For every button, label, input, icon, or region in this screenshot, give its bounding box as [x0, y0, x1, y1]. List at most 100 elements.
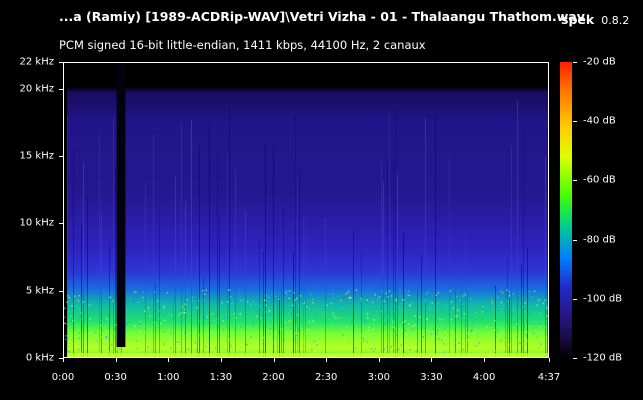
energy-speck	[403, 299, 405, 301]
energy-speck	[448, 314, 451, 316]
energy-speck	[240, 344, 242, 346]
energy-speck	[325, 306, 327, 308]
energy-speck	[269, 314, 271, 317]
energy-speck	[189, 297, 192, 299]
energy-speck	[175, 341, 178, 343]
energy-speck	[238, 325, 240, 328]
energy-speck	[263, 299, 266, 302]
energy-speck	[482, 306, 485, 308]
spectral-streak	[381, 161, 382, 357]
energy-speck	[187, 348, 190, 351]
energy-speck	[501, 291, 504, 294]
energy-speck	[546, 307, 548, 309]
energy-speck	[372, 297, 374, 300]
energy-speck	[270, 337, 273, 340]
energy-speck	[274, 332, 277, 334]
energy-speck	[344, 302, 347, 304]
energy-speck	[344, 313, 346, 315]
energy-speck	[223, 329, 225, 331]
energy-speck	[471, 329, 473, 331]
energy-speck	[380, 312, 382, 315]
energy-speck	[228, 352, 231, 354]
energy-speck	[522, 296, 524, 298]
energy-speck	[486, 326, 489, 328]
energy-speck	[308, 326, 310, 328]
spectral-streak	[467, 290, 468, 357]
energy-speck	[362, 310, 364, 313]
time-tick-mark	[379, 358, 380, 362]
energy-speck	[482, 317, 484, 319]
energy-speck	[180, 312, 182, 314]
energy-speck	[182, 347, 185, 349]
energy-speck	[519, 306, 521, 308]
energy-speck	[272, 339, 274, 341]
energy-speck	[361, 291, 363, 294]
energy-speck	[191, 356, 193, 357]
energy-speck	[458, 342, 460, 344]
energy-speck	[308, 321, 311, 324]
energy-speck	[470, 330, 472, 332]
energy-speck	[441, 339, 443, 342]
energy-speck	[177, 295, 179, 298]
energy-speck	[147, 297, 149, 300]
energy-speck	[262, 313, 264, 315]
energy-speck	[262, 315, 264, 318]
energy-speck	[147, 307, 150, 309]
energy-speck	[478, 298, 481, 300]
energy-speck	[383, 347, 386, 350]
energy-speck	[413, 304, 416, 307]
spectral-streak	[325, 217, 326, 357]
energy-speck	[154, 302, 156, 304]
time-tick-label: 1:00	[157, 372, 180, 383]
energy-speck	[330, 323, 333, 326]
energy-speck	[269, 328, 272, 330]
energy-speck	[181, 306, 184, 308]
energy-speck	[508, 291, 511, 293]
energy-speck	[234, 322, 236, 325]
energy-speck	[217, 317, 220, 319]
spectral-streak	[175, 175, 176, 357]
energy-speck	[525, 335, 527, 337]
energy-speck	[400, 325, 402, 328]
energy-speck	[511, 325, 513, 327]
energy-speck	[71, 305, 73, 307]
energy-speck	[140, 329, 143, 331]
energy-speck	[146, 345, 148, 347]
spectral-streak	[159, 207, 160, 357]
energy-speck	[462, 292, 464, 295]
energy-speck	[533, 303, 535, 305]
frequency-tick-label: 20 kHz	[19, 83, 54, 95]
energy-speck	[472, 311, 474, 313]
energy-speck	[470, 298, 472, 300]
energy-speck	[222, 320, 224, 322]
energy-speck	[461, 309, 463, 312]
energy-speck	[431, 302, 433, 304]
energy-speck	[233, 310, 235, 312]
energy-speck	[414, 315, 416, 317]
energy-speck	[151, 301, 153, 304]
energy-speck	[185, 289, 188, 292]
energy-speck	[422, 298, 424, 301]
energy-speck	[160, 322, 162, 325]
energy-speck	[436, 333, 438, 335]
energy-speck	[526, 334, 528, 337]
energy-speck	[544, 301, 546, 303]
spectral-streak	[509, 298, 510, 357]
energy-speck	[326, 304, 328, 307]
energy-speck	[258, 296, 260, 298]
energy-speck	[101, 320, 104, 323]
energy-speck	[273, 341, 276, 344]
energy-speck	[213, 319, 215, 322]
energy-speck	[97, 310, 100, 312]
energy-speck	[109, 296, 111, 299]
frequency-tick-mark	[59, 89, 63, 90]
energy-speck	[424, 298, 427, 300]
colorbar-tick-mark	[573, 180, 577, 181]
spectrogram-plot[interactable]	[63, 62, 549, 358]
energy-speck	[372, 350, 375, 353]
energy-speck	[466, 332, 468, 334]
energy-speck	[68, 343, 70, 346]
energy-speck	[151, 343, 153, 346]
colorbar-tick-mark	[573, 240, 577, 241]
energy-speck	[316, 344, 318, 346]
